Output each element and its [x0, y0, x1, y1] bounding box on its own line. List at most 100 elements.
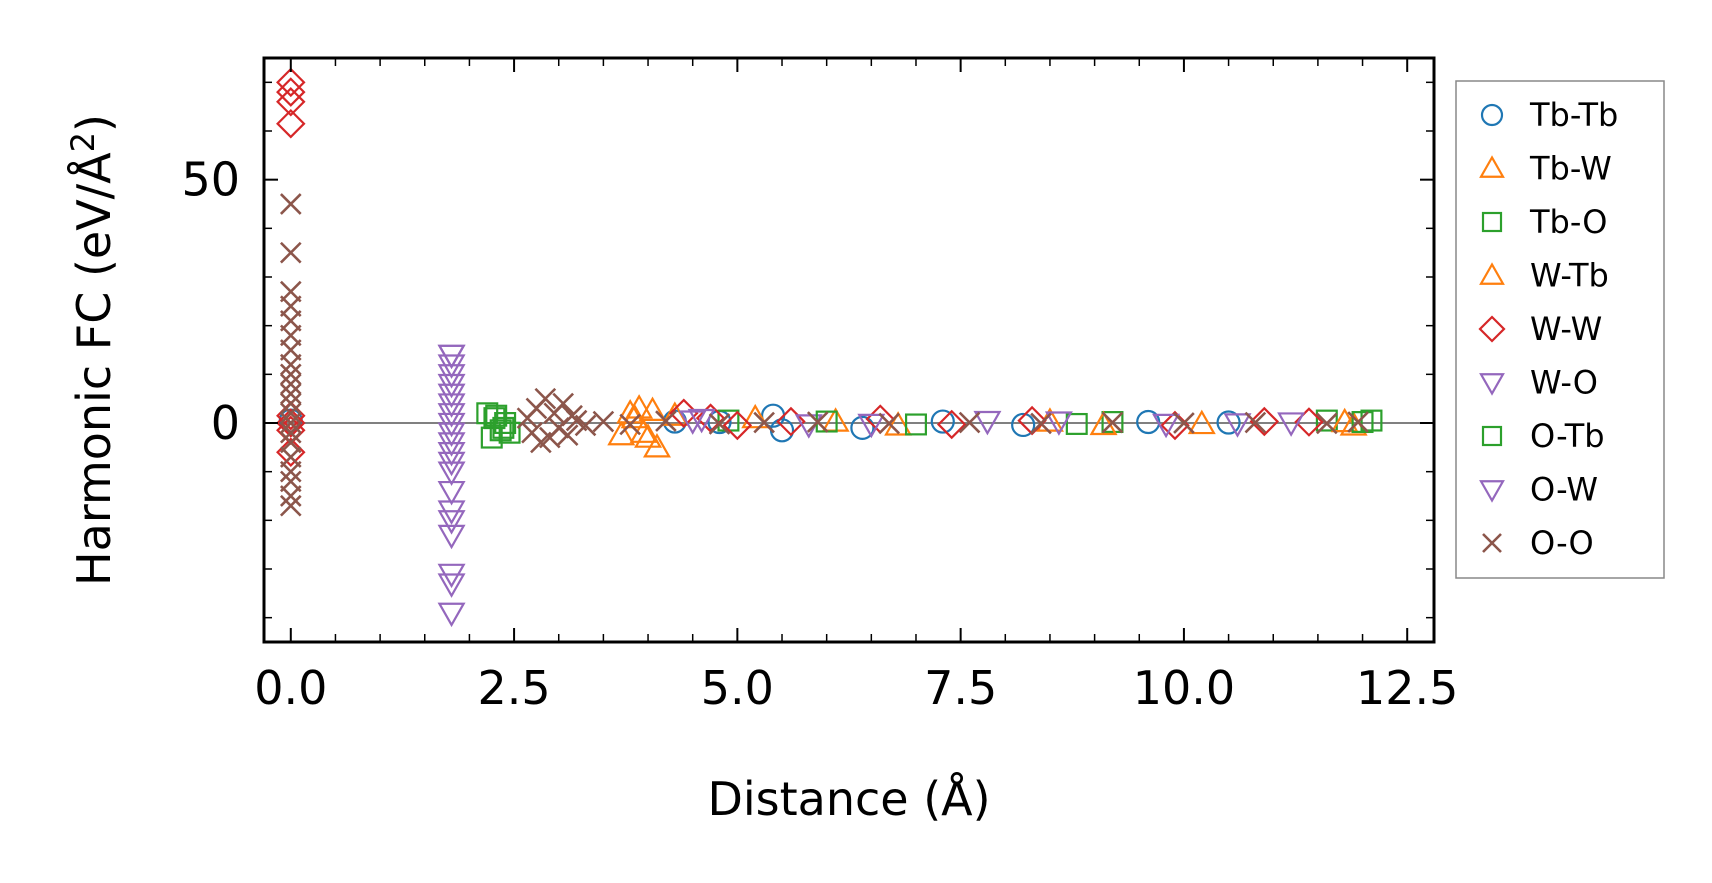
data-point	[498, 421, 521, 444]
data-point	[678, 410, 707, 435]
legend-items: Tb-Tb Tb-W Tb-O W-Tb W-W W-O O-Tb O-W O-O	[1478, 96, 1618, 562]
x-tick-label: 10.0	[1133, 661, 1235, 715]
x-axis-title: Distance (Å)	[707, 772, 990, 826]
data-point	[655, 410, 677, 432]
data-point	[276, 77, 306, 107]
legend-label: O-Tb	[1530, 417, 1605, 455]
data-point	[276, 87, 306, 117]
data-point	[437, 602, 466, 628]
y-axis-title: Harmonic FC (eV/Å2)	[64, 114, 121, 586]
data-point	[1216, 410, 1241, 435]
data-point	[556, 424, 579, 446]
x-tick-label: 0.0	[254, 661, 327, 715]
data-points	[276, 67, 1383, 628]
data-point	[850, 415, 875, 440]
legend-marker	[1479, 373, 1505, 396]
data-point	[1089, 410, 1118, 436]
data-point	[279, 382, 302, 405]
data-point	[279, 412, 302, 434]
legend-marker	[1479, 480, 1505, 503]
data-point	[437, 524, 466, 550]
x-tick-label: 12.5	[1356, 661, 1458, 715]
data-point	[619, 413, 642, 436]
legend-marker	[1481, 211, 1503, 233]
legend-label: W-O	[1530, 364, 1598, 402]
legend-label: O-W	[1530, 471, 1598, 509]
data-point	[616, 398, 645, 424]
legend-label: W-Tb	[1530, 257, 1609, 295]
data-point	[437, 373, 466, 399]
data-point	[279, 421, 302, 444]
data-point	[776, 406, 806, 437]
data-point	[634, 423, 663, 448]
y-tick-label: 50	[181, 153, 240, 207]
data-point	[437, 393, 466, 418]
data-point	[1277, 412, 1306, 437]
data-point	[884, 411, 913, 436]
data-point	[1249, 406, 1280, 437]
data-point	[279, 402, 302, 425]
data-point	[1011, 412, 1036, 438]
x-tick-label: 5.0	[701, 661, 774, 715]
legend-marker	[1481, 425, 1503, 447]
data-point	[437, 461, 466, 486]
data-point	[437, 573, 466, 598]
legend: Tb-Tb Tb-W Tb-O W-Tb W-W W-O O-Tb O-W O-O	[1455, 80, 1665, 579]
data-point	[753, 411, 775, 434]
data-point	[741, 403, 770, 429]
axis-ticks	[264, 58, 1434, 642]
data-point	[638, 396, 667, 422]
data-point	[1316, 412, 1338, 435]
data-point	[1065, 412, 1088, 435]
data-point	[1101, 411, 1124, 434]
data-point	[437, 344, 466, 370]
legend-label: Tb-W	[1529, 150, 1612, 188]
data-point	[642, 433, 671, 458]
x-tick-label: 7.5	[924, 661, 997, 715]
data-point	[973, 410, 1002, 436]
data-point	[1030, 412, 1052, 435]
data-point	[1223, 413, 1252, 438]
data-point	[552, 392, 575, 415]
legend-marker	[1479, 155, 1505, 178]
legend-frame	[1455, 80, 1665, 579]
y-tick-label: 0	[211, 396, 240, 450]
data-point	[1315, 409, 1338, 432]
data-point	[1244, 411, 1267, 434]
series-W-W	[276, 67, 1324, 467]
data-point	[279, 392, 302, 415]
legend-label: W-W	[1530, 310, 1602, 348]
data-point	[878, 412, 901, 435]
legend-marker	[1480, 103, 1504, 127]
data-point	[437, 510, 466, 535]
data-point	[534, 387, 557, 410]
legend-label: Tb-O	[1529, 203, 1607, 241]
x-tick-label: 2.5	[477, 661, 550, 715]
legend-marker	[1478, 315, 1506, 343]
data-point	[1152, 413, 1181, 439]
data-point	[936, 409, 967, 440]
data-point	[492, 416, 515, 439]
data-point	[722, 410, 753, 441]
series-Tb-O	[476, 402, 1383, 449]
y-axis-title-end: )	[67, 114, 121, 132]
data-point	[1173, 412, 1195, 434]
y-axis-title-main: Harmonic FC (eV/Å	[67, 152, 121, 586]
data-point	[437, 432, 466, 457]
data-point	[904, 413, 927, 436]
data-point	[437, 412, 466, 438]
series-O-O	[279, 193, 1369, 517]
y-axis-title-sup: 2	[64, 132, 102, 152]
data-point	[958, 411, 981, 434]
data-point	[1101, 411, 1124, 434]
series-W-O	[437, 344, 1306, 628]
data-point	[1044, 411, 1073, 436]
data-point	[276, 67, 306, 98]
plot-frame	[262, 56, 1436, 644]
data-point	[279, 353, 302, 376]
legend-marker	[1482, 533, 1502, 553]
data-point	[708, 413, 731, 435]
data-point	[930, 409, 955, 434]
legend-label: Tb-Tb	[1529, 96, 1618, 134]
